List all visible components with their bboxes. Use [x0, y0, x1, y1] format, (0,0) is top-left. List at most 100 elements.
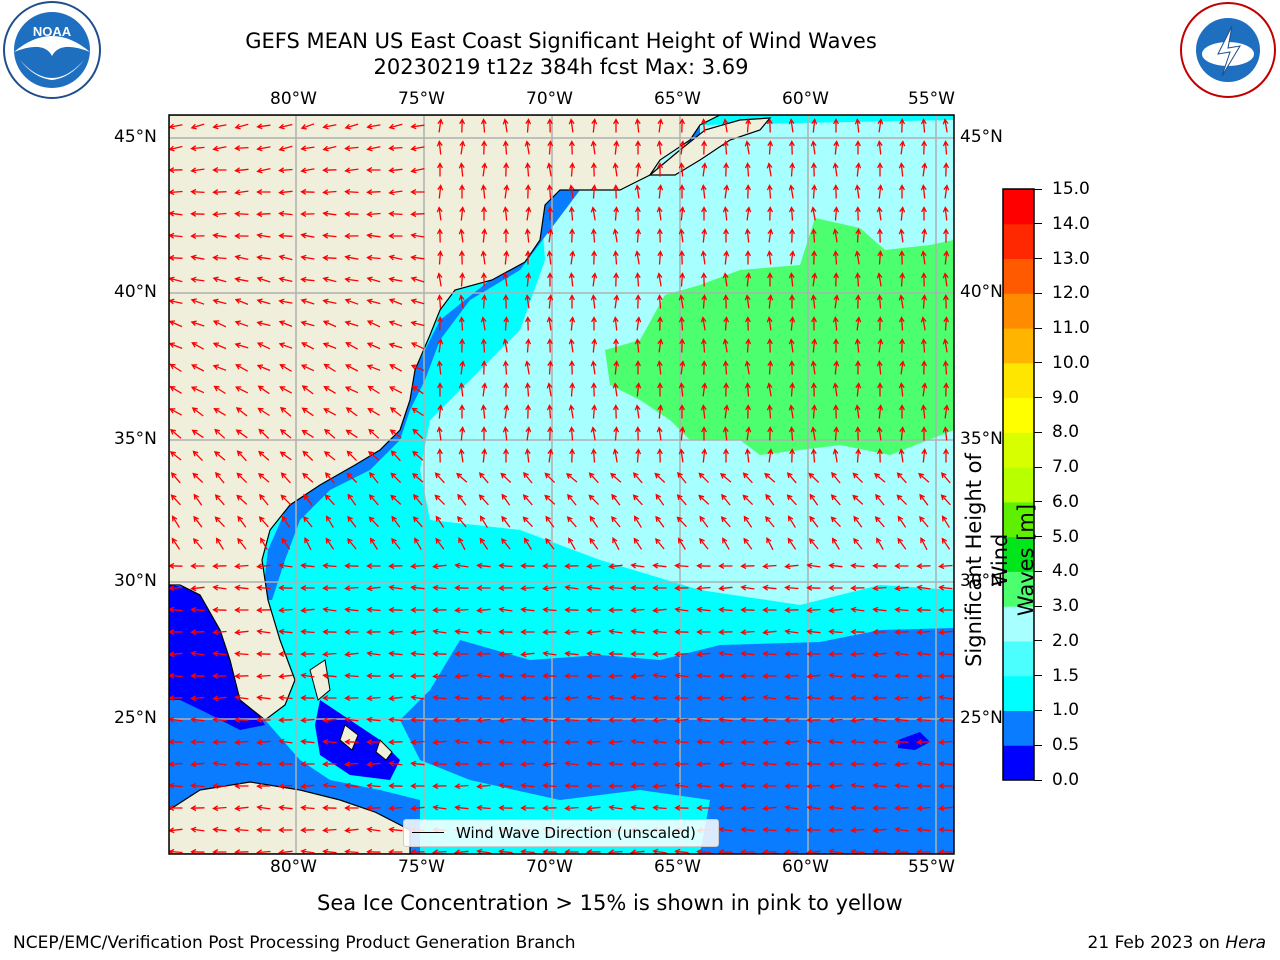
wave-direction-arrow — [213, 385, 226, 395]
wave-direction-arrow — [234, 233, 249, 239]
wave-direction-arrow — [743, 537, 753, 550]
wave-direction-arrow — [300, 628, 315, 635]
wave-direction-arrow — [656, 448, 663, 463]
wave-direction-arrow — [169, 408, 183, 416]
wave-direction-arrow — [300, 211, 315, 217]
wave-direction-arrow — [876, 206, 883, 221]
wave-direction-arrow — [830, 494, 841, 506]
wave-direction-arrow — [740, 650, 755, 657]
wave-direction-arrow — [566, 516, 577, 528]
wave-direction-arrow — [388, 650, 403, 657]
wave-direction-arrow — [542, 761, 557, 768]
wave-direction-arrow — [278, 804, 293, 811]
wave-direction-arrow — [212, 695, 227, 702]
wave-direction-arrow — [569, 448, 576, 463]
wave-direction-arrow — [613, 426, 620, 441]
wave-direction-arrow — [591, 338, 598, 353]
wave-direction-arrow — [894, 739, 909, 745]
wave-direction-arrow — [916, 606, 931, 613]
wave-direction-arrow — [546, 250, 553, 265]
wave-direction-arrow — [789, 382, 796, 397]
wave-direction-arrow — [656, 426, 663, 441]
wave-direction-arrow — [170, 472, 181, 484]
wave-direction-arrow — [850, 717, 865, 724]
wave-direction-arrow — [589, 515, 599, 528]
wave-direction-arrow — [303, 493, 313, 506]
wave-direction-arrow — [872, 782, 887, 789]
wave-direction-arrow — [723, 228, 729, 243]
wave-direction-arrow — [722, 272, 729, 287]
wave-direction-arrow — [368, 494, 379, 506]
wave-direction-arrow — [833, 338, 839, 353]
wave-direction-arrow — [410, 276, 425, 283]
colorbar-segment — [1003, 710, 1034, 746]
wave-direction-arrow — [410, 716, 425, 723]
wave-direction-arrow — [586, 783, 601, 789]
wave-direction-arrow — [833, 206, 840, 221]
wave-direction-arrow — [459, 426, 466, 441]
wave-direction-arrow — [744, 162, 751, 177]
legend-line-icon — [412, 832, 444, 833]
wave-direction-arrow — [212, 629, 227, 636]
wave-direction-arrow — [877, 184, 884, 199]
lat-label-left: 30°N — [114, 571, 157, 591]
wave-direction-arrow — [437, 162, 443, 177]
wave-direction-arrow — [414, 537, 422, 550]
colorbar-segment — [1003, 328, 1034, 364]
wave-direction-arrow — [586, 716, 601, 723]
colorbar-tick-mark — [1034, 397, 1042, 399]
wave-direction-arrow — [388, 276, 403, 283]
wave-direction-arrow — [410, 254, 425, 261]
wave-direction-arrow — [745, 404, 752, 419]
wave-direction-arrow — [590, 206, 597, 221]
wave-direction-arrow — [388, 716, 403, 723]
wave-direction-arrow — [877, 382, 883, 397]
colorbar-tick-label: 4.0 — [1052, 561, 1080, 582]
wave-direction-arrow — [190, 145, 205, 152]
wave-direction-arrow — [696, 738, 711, 745]
wave-direction-arrow — [568, 360, 575, 375]
wave-direction-arrow — [212, 232, 227, 239]
wave-direction-arrow — [635, 360, 641, 375]
wave-direction-arrow — [701, 360, 708, 375]
wave-direction-arrow — [480, 118, 487, 133]
wave-direction-arrow — [872, 562, 887, 569]
wave-direction-arrow — [938, 739, 953, 746]
wave-direction-arrow — [916, 739, 931, 746]
colorbar-segment — [1003, 223, 1034, 260]
wave-direction-arrow — [366, 805, 381, 812]
wave-direction-arrow — [542, 695, 557, 702]
wave-direction-arrow — [190, 320, 205, 327]
wave-direction-arrow — [258, 450, 270, 461]
wave-band-0-0.5m-bahamas — [315, 700, 400, 780]
wave-direction-arrow — [811, 316, 817, 331]
wave-direction-arrow — [850, 848, 865, 854]
wave-direction-arrow — [366, 826, 381, 833]
wave-direction-arrow — [701, 162, 708, 177]
wave-direction-arrow — [300, 298, 315, 305]
wave-direction-arrow — [810, 382, 817, 397]
wave-direction-arrow — [547, 426, 554, 441]
wave-direction-arrow — [876, 272, 883, 287]
wave-direction-arrow — [542, 606, 557, 613]
wave-direction-arrow — [634, 338, 641, 353]
wave-direction-arrow — [920, 316, 927, 331]
wave-direction-arrow — [810, 294, 817, 309]
wave-direction-arrow — [366, 254, 381, 261]
wave-direction-arrow — [546, 184, 553, 199]
wave-direction-arrow — [278, 123, 293, 130]
wave-direction-arrow — [459, 360, 466, 375]
wave-direction-arrow — [190, 629, 205, 636]
wave-direction-arrow — [635, 228, 642, 243]
wave-direction-arrow — [589, 537, 599, 550]
wave-direction-arrow — [855, 140, 861, 155]
wave-direction-arrow — [613, 360, 620, 375]
wave-direction-arrow — [388, 145, 403, 152]
wave-direction-arrow — [212, 320, 227, 328]
wave-direction-arrow — [832, 404, 839, 419]
wave-direction-arrow — [480, 250, 487, 265]
wave-direction-arrow — [190, 650, 205, 657]
wave-direction-arrow — [740, 826, 755, 833]
wave-direction-arrow — [410, 650, 425, 657]
wave-direction-arrow — [525, 206, 532, 221]
